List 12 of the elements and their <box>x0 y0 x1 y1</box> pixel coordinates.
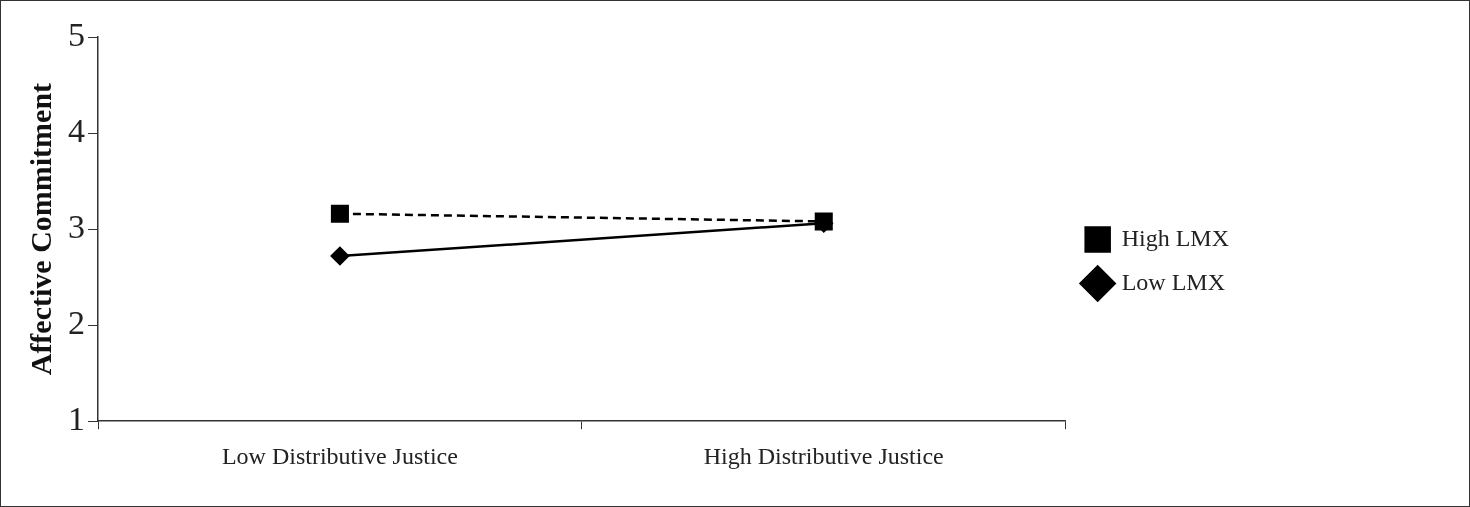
legend-label: Low LMX <box>1121 268 1225 295</box>
x-tick-label: High Distributive Justice <box>703 442 944 469</box>
y-tick-label: 1 <box>68 400 85 438</box>
y-tick-label: 4 <box>68 111 85 149</box>
point <box>330 204 349 223</box>
legend-label: High LMX <box>1121 224 1230 251</box>
y-tick-label: 3 <box>68 208 85 246</box>
y-axis-title: Affective Commitment <box>23 82 57 376</box>
x-tick-label: Low Distributive Justice <box>221 442 458 469</box>
y-tick-label: 2 <box>68 304 85 342</box>
y-tick-label: 5 <box>68 15 85 53</box>
point <box>330 246 350 266</box>
